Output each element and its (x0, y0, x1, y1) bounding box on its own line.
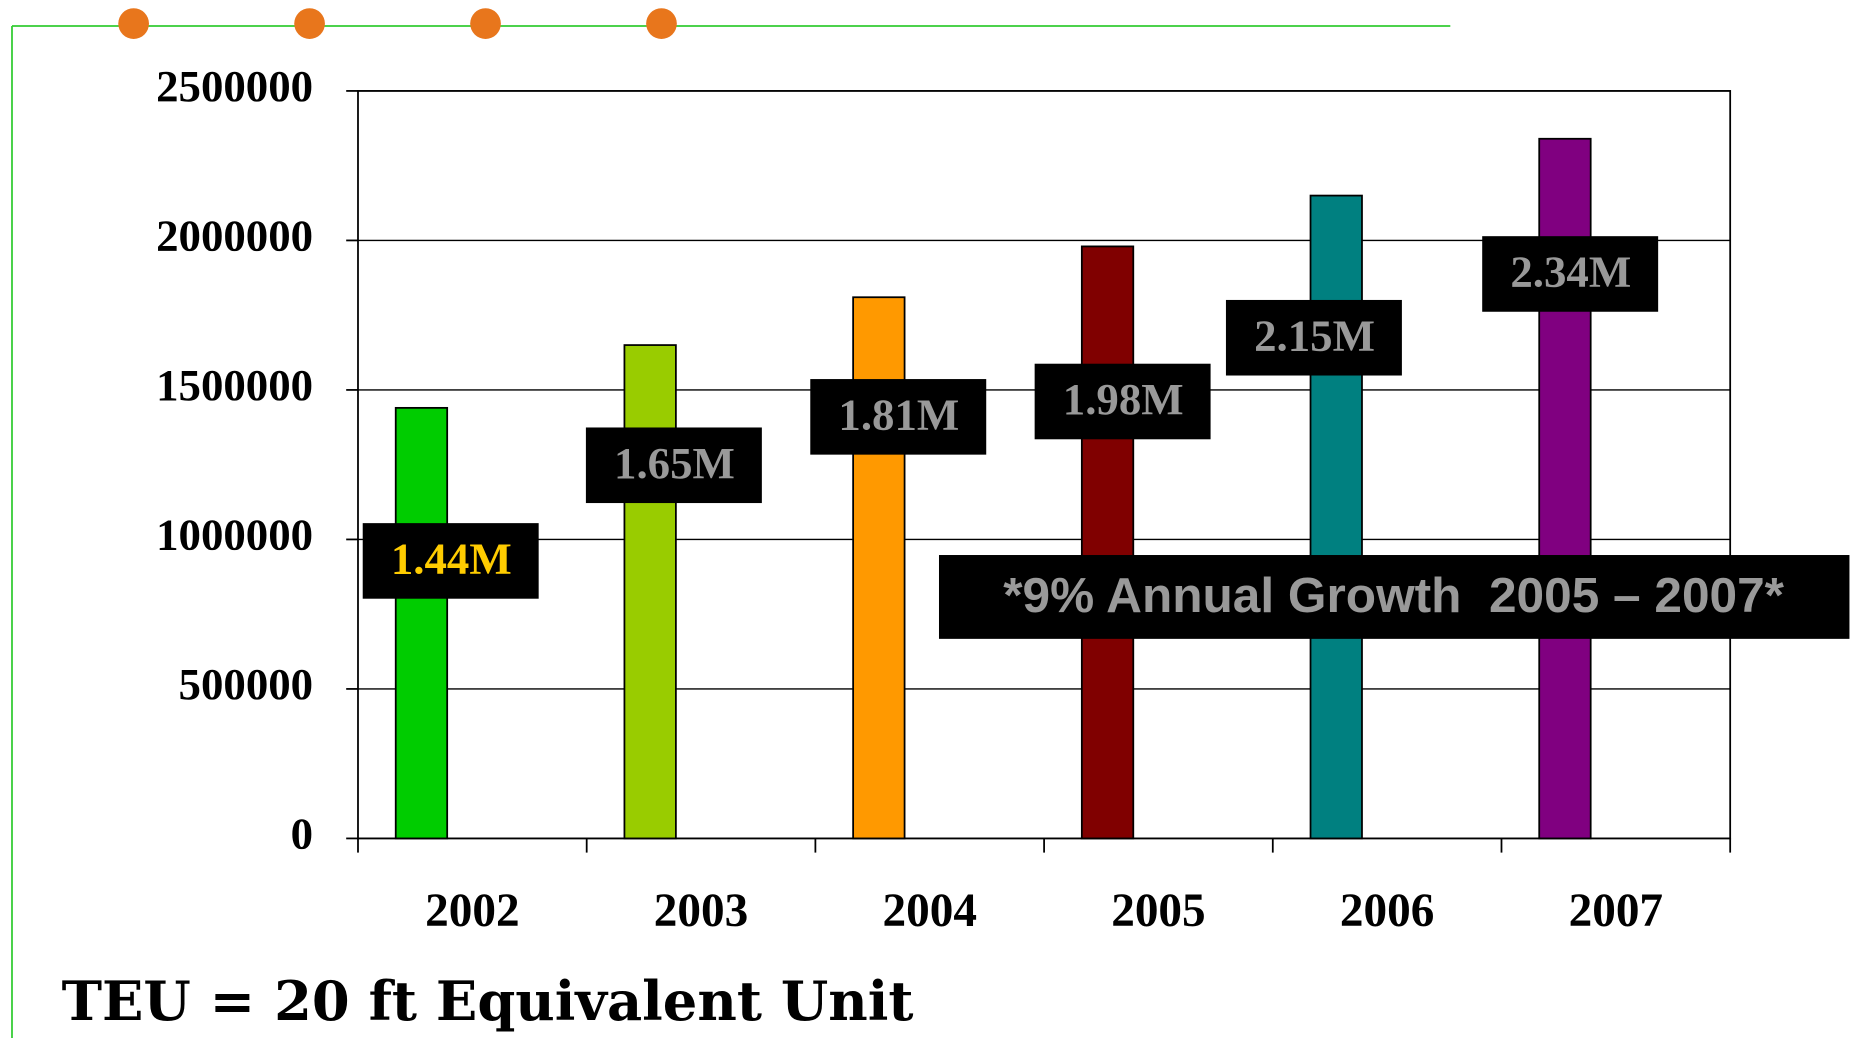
y-tick-label: 2000000 (156, 211, 313, 261)
x-tick-label: 2003 (654, 885, 748, 937)
value-label: 1.44M (391, 534, 512, 584)
value-label-box (1225, 299, 1402, 376)
bullet (470, 8, 501, 39)
x-tick-label: 2002 (425, 885, 519, 937)
x-tick-label: 2006 (1340, 885, 1434, 937)
value-label: 1.81M (838, 390, 959, 440)
annotation-box (938, 555, 1850, 639)
bar (1080, 245, 1135, 840)
y-tick-label: 1000000 (156, 510, 313, 560)
value-label-box (810, 379, 987, 455)
y-tick-label: 0 (291, 809, 313, 859)
value-label: 2.34M (1510, 247, 1631, 297)
bar (1309, 194, 1363, 840)
y-tick-label: 1500000 (156, 360, 313, 410)
x-tick-label: 2004 (883, 885, 977, 937)
value-label-box (1034, 363, 1211, 440)
value-label: 2.15M (1254, 310, 1375, 360)
bar (852, 296, 906, 840)
annotation: *9% Annual Growth 2005 – 2007* (1003, 567, 1784, 623)
value-label: 1.98M (1063, 374, 1184, 424)
bar (623, 344, 677, 840)
footnote: TEU = 20 ft Equivalent Unit (62, 969, 914, 1033)
bullet (646, 8, 677, 39)
y-tick-label: 2500000 (156, 61, 313, 111)
value-label-box (585, 427, 762, 504)
value-label-box (1482, 236, 1659, 312)
y-tick-label: 500000 (179, 659, 314, 709)
x-tick-label: 2007 (1569, 885, 1663, 937)
bullet (294, 8, 325, 39)
value-label: 1.65M (614, 438, 735, 488)
bar (394, 406, 449, 840)
bullet (118, 8, 149, 39)
value-label-box (362, 523, 539, 599)
plot-area (357, 90, 1732, 840)
x-tick-label: 2005 (1111, 885, 1205, 937)
